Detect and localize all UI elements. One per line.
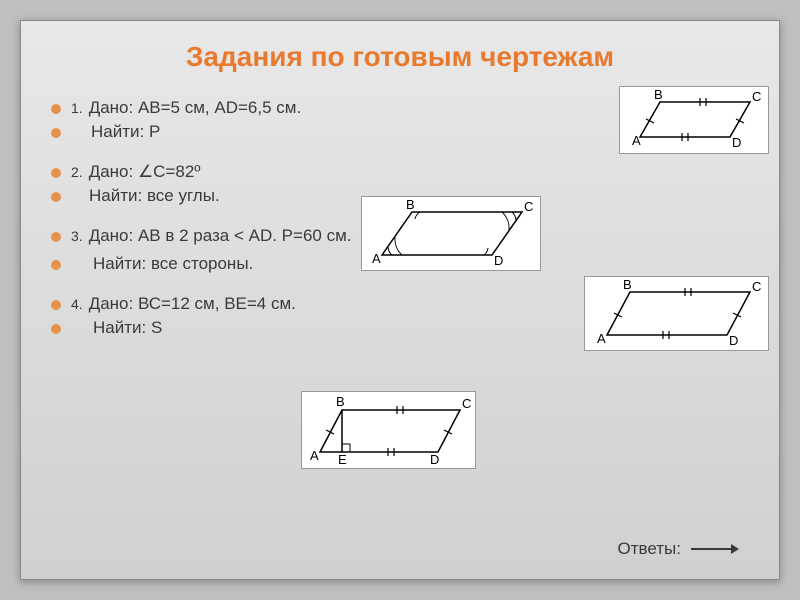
parallelogram-angles-icon: A B C D	[362, 197, 542, 272]
slide: Задания по готовым чертежам 1. Дано: АВ=…	[20, 20, 780, 580]
answers-link[interactable]: Ответы:	[618, 539, 739, 559]
problem-find: Найти: все углы.	[89, 186, 220, 206]
svg-text:B: B	[623, 277, 632, 292]
parallelogram-icon: A B C D	[620, 87, 770, 155]
svg-text:A: A	[372, 251, 381, 266]
list-item: 2. Дано: ∠С=82º	[51, 162, 749, 182]
svg-text:B: B	[336, 394, 345, 409]
svg-text:A: A	[310, 448, 319, 463]
problem-find: Найти: все стороны.	[93, 254, 253, 274]
problem-find: Найти: Р	[91, 122, 160, 142]
diagram-2: A B C D	[361, 196, 541, 271]
parallelogram-altitude-icon: A B C D E	[302, 392, 477, 470]
bullet-icon	[51, 128, 61, 138]
slide-title: Задания по готовым чертежам	[51, 41, 749, 73]
svg-text:D: D	[732, 135, 741, 150]
diagram-3: A B C D	[584, 276, 769, 351]
problem-given: Дано: ВС=12 см, ВЕ=4 см.	[89, 294, 296, 314]
problem-number: 1.	[71, 98, 83, 116]
svg-text:A: A	[597, 331, 606, 346]
svg-text:D: D	[729, 333, 738, 348]
parallelogram-icon: A B C D	[585, 277, 770, 352]
problem-given: Дано: ∠С=82º	[89, 162, 201, 182]
svg-text:C: C	[752, 279, 761, 294]
svg-text:B: B	[406, 197, 415, 212]
svg-text:D: D	[430, 452, 439, 467]
svg-text:C: C	[752, 89, 761, 104]
svg-text:B: B	[654, 87, 663, 102]
bullet-icon	[51, 104, 61, 114]
bullet-icon	[51, 324, 61, 334]
bullet-icon	[51, 260, 61, 270]
svg-text:C: C	[524, 199, 533, 214]
bullet-icon	[51, 232, 61, 242]
problem-given: Дано: АВ в 2 раза < AD. Р=60 см.	[89, 226, 352, 246]
bullet-icon	[51, 300, 61, 310]
bullet-icon	[51, 168, 61, 178]
svg-text:A: A	[632, 133, 641, 148]
svg-text:D: D	[494, 253, 503, 268]
bullet-icon	[51, 192, 61, 202]
arrow-right-icon	[689, 541, 739, 557]
problem-number: 2.	[71, 162, 83, 180]
svg-text:E: E	[338, 452, 347, 467]
problem-number: 4.	[71, 294, 83, 312]
diagram-1: A B C D	[619, 86, 769, 154]
svg-text:C: C	[462, 396, 471, 411]
problem-number: 3.	[71, 226, 83, 244]
answers-label: Ответы:	[618, 539, 681, 559]
diagram-4: A B C D E	[301, 391, 476, 469]
problem-find: Найти: S	[93, 318, 162, 338]
problem-given: Дано: АВ=5 см, AD=6,5 см.	[89, 98, 301, 118]
